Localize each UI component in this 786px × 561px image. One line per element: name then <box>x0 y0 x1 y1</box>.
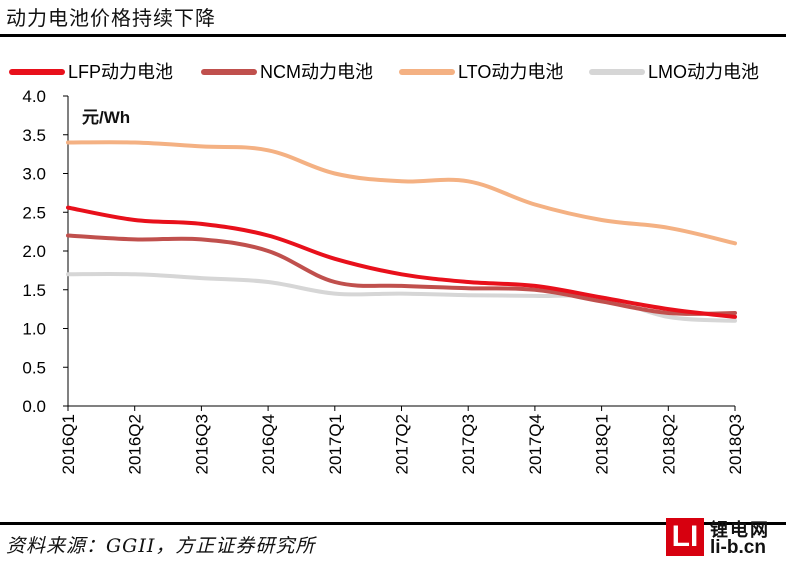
legend-label-lto: LTO动力电池 <box>458 62 563 82</box>
header-rule <box>0 34 786 37</box>
y-tick-label: 3.5 <box>22 126 46 145</box>
series-line-lmo <box>66 271 737 323</box>
y-tick-label: 4.0 <box>22 87 46 106</box>
legend-label-lmo: LMO动力电池 <box>648 62 759 82</box>
y-tick-label: 1.0 <box>22 320 46 339</box>
logo-mark: LI <box>666 518 704 556</box>
x-tick-label: 2016Q2 <box>126 414 145 475</box>
y-tick-label: 2.0 <box>22 242 46 261</box>
y-tick-label: 1.5 <box>22 281 46 300</box>
series-line-lto <box>66 140 737 246</box>
series-line-lfp <box>66 205 737 319</box>
chart-legend: LFP动力电池 NCM动力电池 LTO动力电池 LMO动力电池 <box>9 62 759 82</box>
y-tick-label: 3.0 <box>22 165 46 184</box>
page-title: 动力电池价格持续下降 <box>6 6 216 30</box>
series-line-ncm <box>66 233 737 316</box>
y-unit-label: 元/Wh <box>82 108 130 127</box>
footer-rule <box>0 522 786 525</box>
y-tick-label: 0.0 <box>22 397 46 416</box>
source-note: 资料来源：GGII，方正证券研究所 <box>6 535 316 557</box>
chart-axes: 0.0 0.5 1.0 1.5 2.0 2.5 3.0 3.5 4.0 2016Q1 2016Q2 2… <box>22 87 745 475</box>
x-tick-label: 2017Q2 <box>393 414 412 475</box>
x-tick-label: 2018Q3 <box>726 414 745 475</box>
logo-name: 锂电网 <box>710 520 770 540</box>
x-tick-label: 2016Q3 <box>192 414 211 475</box>
x-tick-label: 2017Q1 <box>326 414 345 475</box>
legend-label-ncm: NCM动力电池 <box>260 62 373 82</box>
line-chart: LFP动力电池 NCM动力电池 LTO动力电池 LMO动力电池 0.0 0.5 1.0 1.… <box>9 62 759 475</box>
legend-label-lfp: LFP动力电池 <box>68 62 173 82</box>
x-tick-label: 2016Q1 <box>59 414 78 475</box>
site-logo: LI 锂电网 li-b.cn <box>666 514 782 560</box>
x-tick-label: 2018Q2 <box>659 414 678 475</box>
x-tick-label: 2016Q4 <box>259 414 278 475</box>
y-tick-label: 2.5 <box>22 203 46 222</box>
x-tick-label: 2018Q1 <box>593 414 612 475</box>
x-tick-label: 2017Q4 <box>526 414 545 475</box>
x-tick-label: 2017Q3 <box>459 414 478 475</box>
chart-series <box>66 140 737 323</box>
y-tick-label: 0.5 <box>22 358 46 377</box>
logo-url: li-b.cn <box>710 537 766 558</box>
